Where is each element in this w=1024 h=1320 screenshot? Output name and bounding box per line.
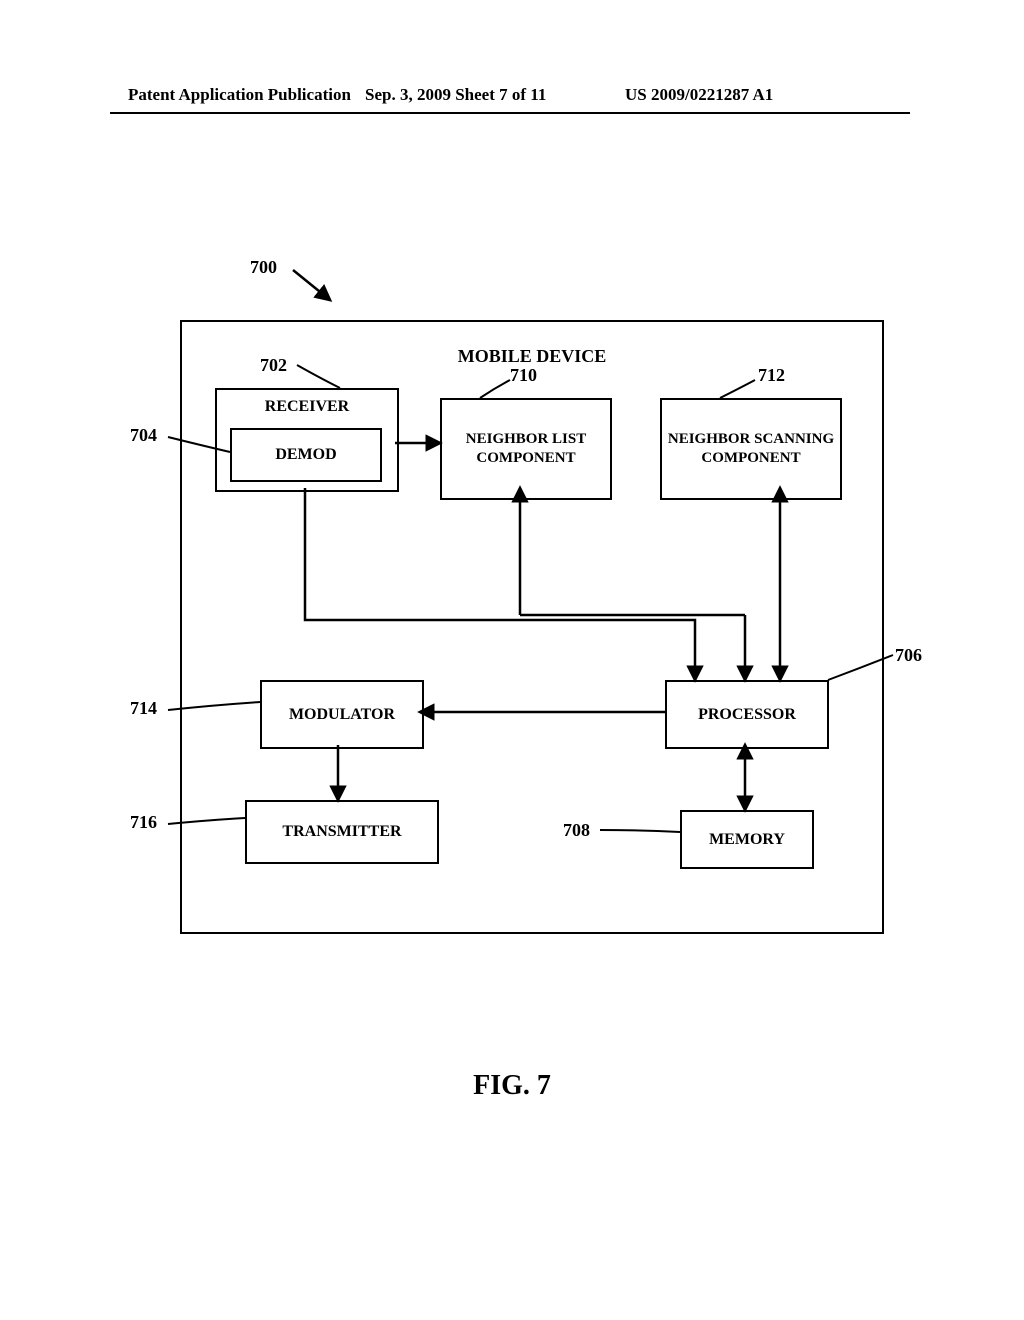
header-center: Sep. 3, 2009 Sheet 7 of 11 (365, 85, 546, 105)
ref-712: 712 (758, 365, 785, 386)
figure-caption: FIG. 7 (0, 1070, 1024, 1102)
ref-702: 702 (260, 355, 287, 376)
ref-710: 710 (510, 365, 537, 386)
page: Patent Application Publication Sep. 3, 2… (0, 0, 1024, 1320)
transmitter-label: TRANSMITTER (282, 823, 401, 841)
neighbor-list-box: NEIGHBOR LIST COMPONENT (440, 398, 612, 500)
mobile-device-title: MOBILE DEVICE (182, 346, 882, 367)
transmitter-box: TRANSMITTER (245, 800, 439, 864)
processor-box: PROCESSOR (665, 680, 829, 749)
ref-706: 706 (895, 645, 922, 666)
header-left: Patent Application Publication (128, 85, 351, 105)
memory-box: MEMORY (680, 810, 814, 869)
modulator-label: MODULATOR (289, 706, 395, 724)
demod-box: DEMOD (230, 428, 382, 482)
ref-716: 716 (130, 812, 157, 833)
modulator-box: MODULATOR (260, 680, 424, 749)
header-right: US 2009/0221287 A1 (625, 85, 773, 105)
neighbor-scanning-label: NEIGHBOR SCANNING COMPONENT (666, 430, 836, 468)
processor-label: PROCESSOR (698, 706, 796, 724)
receiver-label: RECEIVER (217, 398, 397, 416)
demod-label: DEMOD (275, 446, 336, 464)
neighbor-list-label: NEIGHBOR LIST COMPONENT (446, 430, 606, 468)
ref-714: 714 (130, 698, 157, 719)
header-rule (110, 112, 910, 114)
ref-704: 704 (130, 425, 157, 446)
ref-708: 708 (563, 820, 590, 841)
neighbor-scanning-box: NEIGHBOR SCANNING COMPONENT (660, 398, 842, 500)
ref-700: 700 (250, 257, 277, 278)
memory-label: MEMORY (709, 831, 785, 849)
